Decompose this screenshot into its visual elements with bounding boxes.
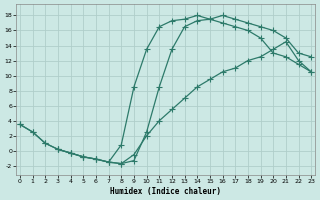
X-axis label: Humidex (Indice chaleur): Humidex (Indice chaleur) <box>110 187 221 196</box>
